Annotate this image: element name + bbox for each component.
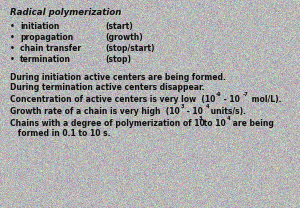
Text: formed in 0.1 to 10 s.: formed in 0.1 to 10 s. (10, 129, 110, 138)
Text: •: • (10, 55, 15, 64)
Text: •: • (10, 44, 15, 53)
Text: 3: 3 (198, 116, 202, 121)
Text: Concentration of active centers is very low  (10: Concentration of active centers is very … (10, 95, 215, 104)
Text: (stop/start): (stop/start) (105, 44, 154, 53)
Text: chain transfer: chain transfer (20, 44, 81, 53)
Text: termination: termination (20, 55, 71, 64)
Text: •: • (10, 33, 15, 42)
Text: Growth rate of a chain is very high  (10: Growth rate of a chain is very high (10 (10, 107, 180, 116)
Text: -7: -7 (243, 92, 248, 97)
Text: •: • (10, 22, 15, 31)
Text: to 10: to 10 (201, 119, 226, 128)
Text: During initiation active centers are being formed.: During initiation active centers are bei… (10, 73, 226, 82)
Text: (stop): (stop) (105, 55, 131, 64)
Text: - 10: - 10 (184, 107, 203, 116)
Text: 4: 4 (206, 104, 209, 109)
Text: (start): (start) (105, 22, 133, 31)
Text: are being: are being (230, 119, 274, 128)
Text: propagation: propagation (20, 33, 73, 42)
Text: 3: 3 (181, 104, 185, 109)
Text: During termination active centers disappear.: During termination active centers disapp… (10, 83, 205, 92)
Text: (growth): (growth) (105, 33, 143, 42)
Text: initiation: initiation (20, 22, 59, 31)
Text: - 10: - 10 (221, 95, 240, 104)
Text: 4: 4 (227, 116, 230, 121)
Text: Chains with a degree of polymerization of 10: Chains with a degree of polymerization o… (10, 119, 205, 128)
Text: mol/L).: mol/L). (248, 95, 281, 104)
Text: Radical polymerization: Radical polymerization (10, 8, 122, 17)
Text: units/s).: units/s). (208, 107, 246, 116)
Text: -9: -9 (215, 92, 221, 97)
